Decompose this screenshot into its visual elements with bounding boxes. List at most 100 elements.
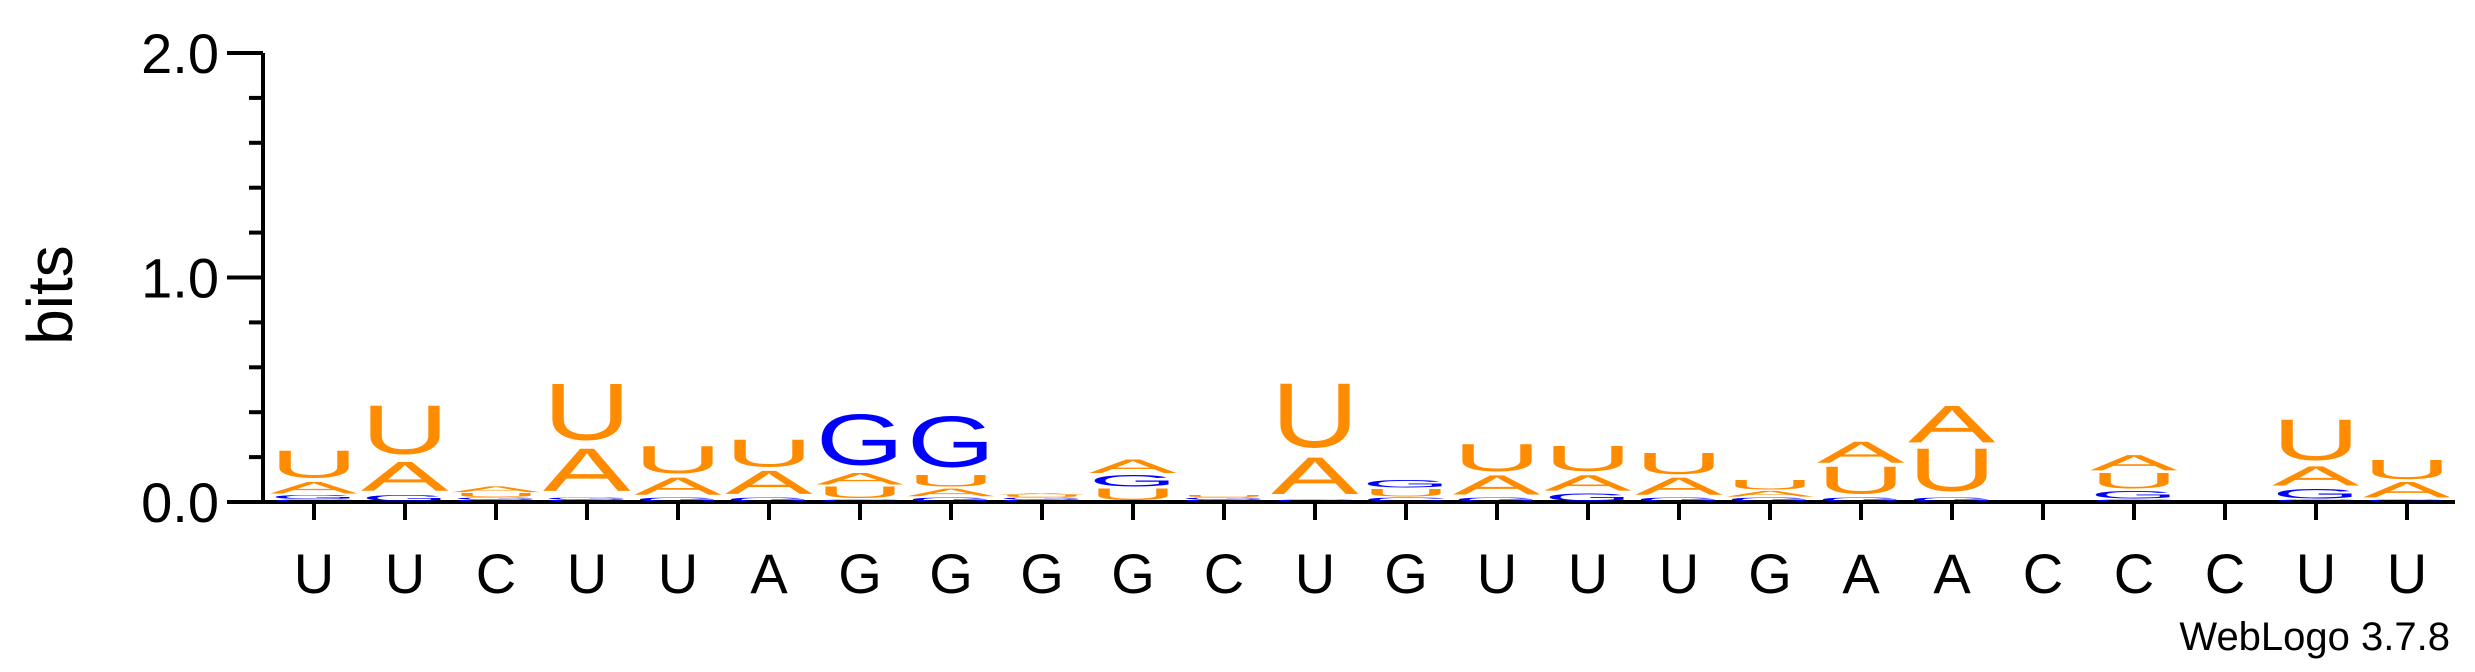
x-tick-label: G <box>1384 542 1428 605</box>
logo-letter-G: G <box>1089 472 1177 491</box>
logo-letter-U: U <box>270 443 358 487</box>
logo-letter-G: G <box>1908 496 1996 502</box>
stack-15: GAU <box>1544 439 1632 503</box>
stack-24: GAU <box>2363 454 2451 503</box>
logo-letter-U: U <box>1544 439 1632 479</box>
x-tick-label: C <box>2205 542 2245 605</box>
logo-letter-G: G <box>1180 497 1268 500</box>
logo-letter-A: A <box>361 453 449 500</box>
logo-letter-A: A <box>2363 477 2451 502</box>
logo-letter-G: G <box>2272 486 2360 502</box>
logo-letter-C: C <box>998 499 1086 502</box>
x-tick-label: U <box>294 542 334 605</box>
logo-letter-G: G <box>452 497 540 500</box>
logo-letter-G: G <box>1544 491 1632 503</box>
logo-letter-A: A <box>452 485 540 494</box>
logo-letter-U: U <box>1362 486 1450 498</box>
logo-letter-C: C <box>1180 499 1268 502</box>
logo-letter-C: C <box>270 499 358 502</box>
logo-letter-A: A <box>725 464 813 501</box>
stack-5: GAU <box>634 438 722 502</box>
stack-12: CAU <box>1271 364 1359 506</box>
logo-letter-G: G <box>2363 499 2451 502</box>
logo-letter-U: U <box>725 431 813 475</box>
logo-letter-C: C <box>452 499 540 502</box>
logo-letter-A: A <box>1726 489 1814 498</box>
logo-letter-A: A <box>2090 450 2178 475</box>
logo-letter-U: U <box>1089 485 1177 504</box>
x-tick-label: C <box>2023 542 2063 605</box>
x-tick-label: G <box>1748 542 1792 605</box>
logo-letter-A: A <box>543 435 631 504</box>
stack-19: GUA <box>1908 395 1996 504</box>
logo-letter-A: A <box>1453 470 1542 501</box>
logo-letter-G: G <box>1453 496 1541 502</box>
x-tick-label: U <box>2296 542 2336 605</box>
stack-2: GAU <box>361 392 449 503</box>
logo-letter-A: A <box>907 486 995 498</box>
logo-letter-U: U <box>1271 364 1359 467</box>
logo-letter-G: G <box>907 402 995 483</box>
x-tick-label: U <box>1568 542 1608 605</box>
logo-letter-U: U <box>634 438 722 482</box>
logo-letter-G: G <box>543 497 631 500</box>
x-tick-label: G <box>1111 542 1155 605</box>
x-tick-label: U <box>2387 542 2427 605</box>
logo-letter-A: A <box>270 478 358 497</box>
stack-18: GUA <box>1817 435 1905 502</box>
logo-letter-G: G <box>816 400 904 481</box>
stack-11: CGU <box>1180 495 1268 503</box>
logo-letter-G: G <box>1726 496 1814 502</box>
logo-letter-C: C <box>1271 499 1359 502</box>
y-tick-label: 1.0 <box>141 247 219 310</box>
logo-letter-A: A <box>1271 446 1359 505</box>
x-tick-label: U <box>658 542 698 605</box>
x-tick-label: C <box>2114 542 2154 605</box>
x-tick-label: U <box>567 542 607 605</box>
stack-14: GAU <box>1453 436 1542 503</box>
logo-letter-A: A <box>816 469 904 488</box>
logo-letter-G: G <box>725 496 813 502</box>
x-tick-label: G <box>838 542 882 605</box>
logo-letter-G: G <box>361 493 449 502</box>
stack-13: CUG <box>1362 477 1450 502</box>
x-tick-label: G <box>1020 542 1064 605</box>
logo-letter-A: A <box>1544 471 1632 496</box>
x-tick-label: U <box>1659 542 1699 605</box>
logo-letter-U: U <box>1817 458 1905 502</box>
y-axis: 0.0 1.0 2.0 <box>141 22 265 534</box>
logo-letter-U: U <box>1908 436 1996 504</box>
logo-letter-A: A <box>1089 455 1177 477</box>
x-tick-label: C <box>476 542 516 605</box>
logo-letter-A: A <box>2272 461 2361 492</box>
logo-letter-G: G <box>270 494 358 500</box>
logo-letter-G: G <box>1635 496 1723 502</box>
weblogo-credit: WebLogo 3.7.8 <box>2179 615 2450 659</box>
logo-letter-G: G <box>1817 496 1905 502</box>
x-tick-label: A <box>1842 542 1880 605</box>
logo-letter-C: C <box>816 499 904 502</box>
stack-10: UGA <box>1089 455 1177 504</box>
x-tick-label: U <box>385 542 425 605</box>
logo-letter-C: C <box>1362 496 1450 502</box>
logo-letter-G: G <box>2090 489 2178 501</box>
logo-letter-U: U <box>1180 495 1268 498</box>
logo-letter-U: U <box>452 492 540 498</box>
logo-letter-A: A <box>634 472 722 500</box>
logo-letter-U: U <box>543 366 631 457</box>
x-tick-label: A <box>750 542 788 605</box>
x-tick-label: U <box>1295 542 1335 605</box>
logo-letter-U: U <box>907 472 995 491</box>
x-tick-label: A <box>1933 542 1971 605</box>
logo-letter-A: A <box>1908 395 1996 454</box>
